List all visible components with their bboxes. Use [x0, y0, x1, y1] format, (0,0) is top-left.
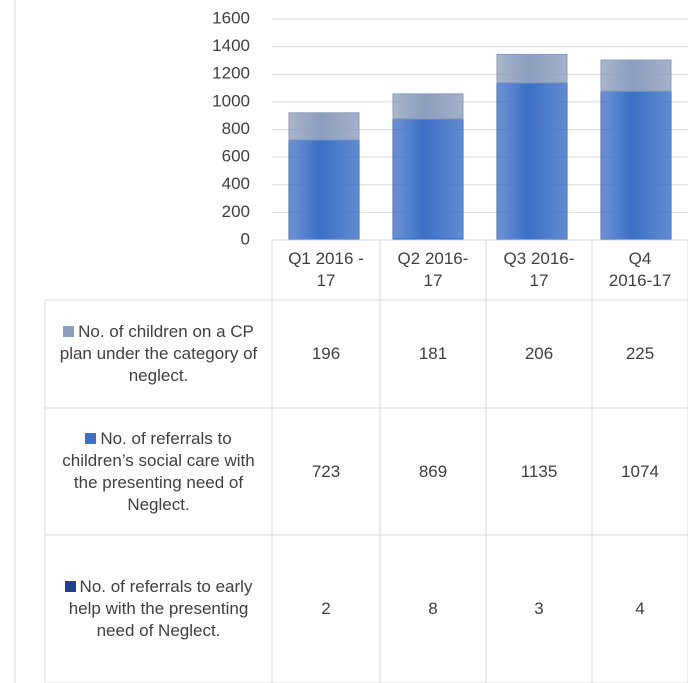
category-cell: Q2 2016-17: [380, 240, 486, 300]
cell-text: 869: [418, 461, 448, 481]
cell-text: 2: [321, 599, 331, 618]
bar-segment: [600, 59, 672, 92]
category-cell: Q1 2016 - 17: [272, 240, 380, 300]
cell-text: Q4 2016-17: [608, 249, 672, 290]
value-cell: 1135: [486, 408, 592, 535]
y-tick-label: 1000: [212, 91, 250, 110]
bar-segment: [392, 118, 464, 240]
value-cell: 4: [592, 535, 688, 683]
value-cell: 196: [272, 300, 380, 408]
legend-entry: No. of referrals to children’s social ca…: [51, 428, 266, 516]
cell-text: Q3 2016-17: [503, 249, 575, 290]
value-cell: 206: [486, 300, 592, 408]
y-tick-label: 400: [222, 174, 250, 193]
y-tick-label: 800: [222, 119, 250, 138]
value-cell: 869: [380, 408, 486, 535]
legend-cell: No. of referrals to early help with the …: [45, 535, 272, 683]
cell-text: 181: [418, 344, 448, 363]
legend-label: No. of children on a CP plan under the c…: [59, 322, 258, 385]
category-cell: Q3 2016-17: [486, 240, 592, 300]
cell-text: 206: [524, 344, 554, 363]
legend-label: No. of referrals to early help with the …: [68, 577, 253, 640]
bar-segment: [288, 112, 360, 141]
y-tick-label: 600: [222, 147, 250, 166]
value-cell: 2: [272, 535, 380, 683]
bar-segment: [288, 139, 360, 241]
cell-text: 8: [428, 599, 438, 618]
cell-text: Q2 2016-17: [397, 249, 469, 290]
cell-text: 196: [311, 344, 341, 363]
legend-cell: No. of referrals to children’s social ca…: [45, 408, 272, 535]
value-cell: 225: [592, 300, 688, 408]
cell-text: 3: [534, 599, 544, 618]
legend-entry: No. of referrals to early help with the …: [51, 576, 266, 642]
y-tick-label: 1400: [212, 36, 250, 55]
bar-segment: [600, 90, 672, 240]
legend-entry: No. of children on a CP plan under the c…: [51, 321, 266, 387]
y-tick-label: 1600: [212, 8, 250, 27]
bar-segment: [496, 53, 568, 84]
value-cell: 1074: [592, 408, 688, 535]
cell-text: 4: [635, 599, 645, 618]
cell-text: 225: [625, 344, 655, 363]
bar-segment: [496, 82, 568, 241]
value-cell: 3: [486, 535, 592, 683]
legend-key: [63, 326, 75, 337]
cell-text: 723: [311, 461, 341, 481]
cell-text: Q1 2016 - 17: [288, 249, 364, 290]
y-tick-label: 200: [222, 202, 250, 221]
legend-key: [85, 432, 97, 444]
legend-key: [64, 581, 76, 592]
cell-text: 1074: [621, 461, 659, 481]
legend-cell: No. of children on a CP plan under the c…: [45, 300, 272, 408]
legend-label: No. of referrals to children’s social ca…: [62, 428, 255, 514]
value-cell: 181: [380, 300, 486, 408]
y-tick-label: 0: [241, 229, 250, 248]
bar-segment: [392, 93, 464, 120]
value-cell: 8: [380, 535, 486, 683]
y-tick-label: 1200: [212, 64, 250, 83]
cell-text: 1135: [520, 461, 558, 481]
value-cell: 723: [272, 408, 380, 535]
category-cell: Q4 2016-17: [592, 240, 688, 300]
